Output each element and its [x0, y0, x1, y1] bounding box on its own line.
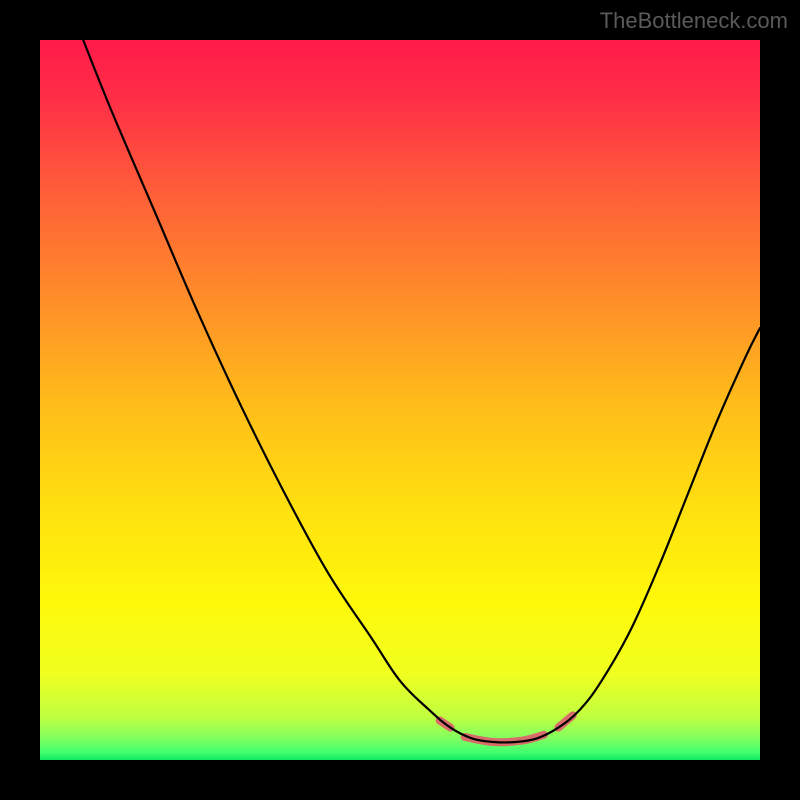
watermark-text: TheBottleneck.com [600, 8, 788, 34]
curve-layer [40, 40, 760, 760]
highlight-segment [465, 735, 544, 742]
plot-area [40, 40, 760, 760]
bottleneck-curve [83, 40, 760, 742]
